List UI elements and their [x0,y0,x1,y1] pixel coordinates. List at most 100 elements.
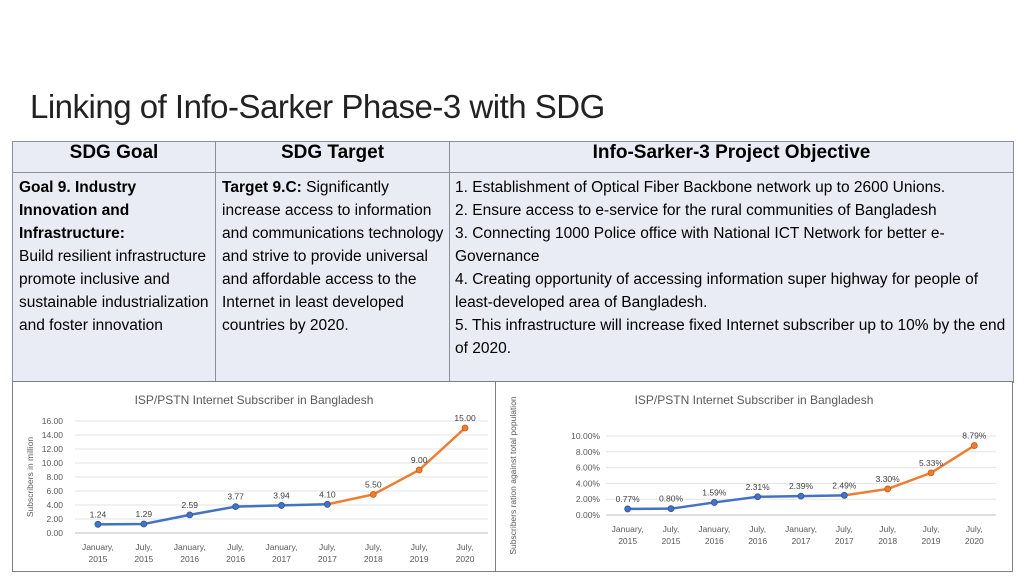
goal-title: Goal 9. Industry Innovation and Infrastr… [19,179,137,242]
y-tick-label: 14.00 [42,430,64,440]
series-line-projected [844,444,976,497]
data-point [369,491,377,498]
data-label: 5.33% [919,458,944,468]
y-tick-label: 16.00 [42,416,64,426]
chart-title: ISP/PSTN Internet Subscriber in Banglade… [635,393,874,407]
sdg-table: SDG Goal SDG Target Info-Sarker-3 Projec… [12,141,1014,383]
page-title: Linking of Info-Sarker Phase-3 with SDG [30,88,605,125]
y-axis-label: Subscribers ration against total populat… [508,396,518,555]
data-label: 4.10 [319,489,336,499]
data-point [415,466,423,474]
data-label: 2.39% [789,481,814,491]
y-tick-label: 6.00% [576,463,601,473]
y-tick-label: 2.00% [576,494,601,504]
data-point [186,511,194,519]
objective-item: 1. Establishment of Optical Fiber Backbo… [455,179,946,196]
data-label: 3.94 [273,490,290,500]
data-label: 1.24 [90,509,107,519]
series-line-projected [327,427,466,506]
y-tick-label: 2.00 [46,514,63,524]
data-label: 0.77% [616,494,641,504]
x-tick-label: July, 2015 [134,542,153,564]
series-line-actual [97,503,328,526]
x-tick-label: July, 2019 [922,524,941,546]
objective-item: 2. Ensure access to e-service for the ru… [455,202,937,219]
chart-subscribers-ratio: ISP/PSTN Internet Subscriber in Banglade… [495,381,1013,572]
data-label: 9.00 [411,455,428,465]
data-point [840,491,848,499]
header-sdg-target: SDG Target [215,141,450,173]
y-tick-label: 0.00% [576,510,601,520]
data-point [624,505,632,513]
objective-item: 3. Connecting 1000 Police office with Na… [455,225,945,265]
target-text: Significantly increase access to informa… [222,179,444,334]
series-line-actual [627,494,845,511]
objective-item: 5. This infrastructure will increase fix… [455,317,1006,357]
x-tick-label: January, 2017 [266,542,298,564]
data-point [323,500,331,508]
y-tick-label: 8.00 [46,472,63,482]
chart-svg: ISP/PSTN Internet Subscriber in Banglade… [25,393,488,564]
chart-svg: ISP/PSTN Internet Subscriber in Banglade… [508,393,996,555]
data-label: 1.59% [702,487,727,497]
data-point [710,499,718,506]
y-tick-label: 10.00% [571,431,600,441]
x-tick-label: July, 2016 [226,542,245,564]
y-axis-label: Subscribers in million [25,437,35,518]
header-project-objective: Info-Sarker-3 Project Objective [449,141,1014,173]
x-tick-label: January, 2015 [612,524,644,546]
x-tick-label: July, 2020 [456,542,475,564]
goal-text: Build resilient infrastructure promote i… [19,248,209,334]
x-tick-label: July, 2019 [410,542,429,564]
x-tick-label: July, 2016 [748,524,767,546]
x-tick-label: January, 2017 [785,524,817,546]
x-tick-label: January, 2016 [174,542,206,564]
data-point [94,520,102,528]
data-label: 2.49% [832,480,857,490]
table-row: Goal 9. Industry Innovation and Infrastr… [12,172,1014,383]
data-point [884,485,892,493]
x-tick-label: July, 2017 [318,542,337,564]
data-point [970,442,978,449]
data-label: 2.59 [181,500,198,510]
x-tick-label: July, 2015 [662,524,681,546]
target-title: Target 9.C: [222,179,302,196]
data-label: 3.77 [227,492,244,502]
goal-cell: Goal 9. Industry Innovation and Infrastr… [12,172,216,383]
y-tick-label: 12.00 [42,444,64,454]
table-header-row: SDG Goal SDG Target Info-Sarker-3 Projec… [12,141,1014,173]
y-tick-label: 4.00% [576,478,601,488]
data-point [927,469,935,477]
data-point [278,502,285,509]
data-point [232,503,240,511]
objective-cell: 1. Establishment of Optical Fiber Backbo… [449,172,1014,383]
y-tick-label: 10.00 [42,458,64,468]
data-label: 0.80% [659,494,684,504]
data-label: 2.31% [746,482,771,492]
objective-item: 4. Creating opportunity of accessing inf… [455,271,978,311]
data-label: 3.30% [876,474,901,484]
target-cell: Target 9.C: Significantly increase acces… [215,172,450,383]
y-tick-label: 8.00% [576,447,601,457]
data-label: 1.29 [136,509,153,519]
y-tick-label: 6.00 [46,486,63,496]
data-point [797,492,805,500]
x-tick-label: July, 2017 [835,524,854,546]
data-point [461,424,469,432]
chart-subscribers-million: ISP/PSTN Internet Subscriber in Banglade… [12,381,497,572]
data-point [140,520,148,528]
header-sdg-goal: SDG Goal [12,141,216,173]
y-tick-label: 0.00 [46,528,63,538]
data-label: 15.00 [454,413,476,423]
x-tick-label: July, 2020 [965,524,984,546]
x-tick-label: January, 2016 [698,524,730,546]
x-tick-label: July, 2018 [878,524,897,546]
x-tick-label: July, 2018 [364,542,383,564]
chart-title: ISP/PSTN Internet Subscriber in Banglade… [135,393,374,407]
data-point [667,505,675,513]
y-tick-label: 4.00 [46,500,63,510]
data-label: 5.50 [365,480,382,490]
data-label: 8.79% [962,431,987,441]
x-tick-label: January, 2015 [82,542,114,564]
data-point [754,493,762,501]
